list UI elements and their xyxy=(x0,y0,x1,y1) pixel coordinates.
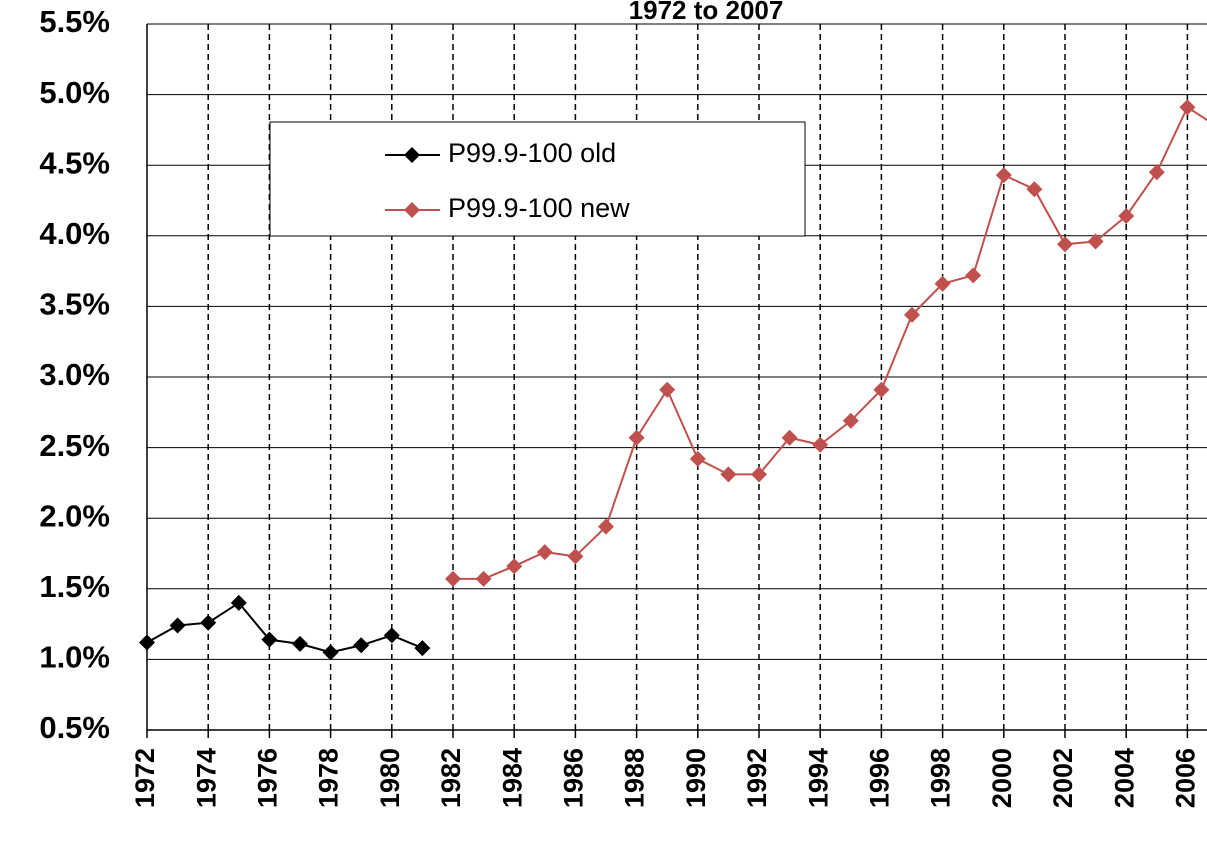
data-point xyxy=(506,558,523,575)
x-tick-label: 2004 xyxy=(1109,748,1139,808)
data-point xyxy=(322,644,339,661)
x-tick-label: 1980 xyxy=(375,748,405,808)
x-tick-label: 1978 xyxy=(314,748,344,808)
data-point xyxy=(1087,233,1104,250)
data-point xyxy=(812,436,829,453)
x-tick-label: 1986 xyxy=(559,748,589,808)
y-tick-label: 2.0% xyxy=(39,498,110,533)
data-point xyxy=(1179,99,1196,116)
x-tick-label: 1996 xyxy=(865,748,895,808)
y-tick-label: 1.0% xyxy=(39,640,110,675)
x-tick-label: 1974 xyxy=(191,748,221,808)
x-tick-label: 1998 xyxy=(926,748,956,808)
data-point xyxy=(659,381,676,398)
data-point xyxy=(598,518,614,535)
data-point xyxy=(536,544,553,561)
data-point xyxy=(169,617,186,634)
data-point xyxy=(995,167,1012,184)
data-point xyxy=(873,381,890,398)
data-point xyxy=(261,631,278,648)
legend-box xyxy=(269,121,806,237)
data-point xyxy=(230,594,247,611)
data-point xyxy=(567,548,584,565)
data-point xyxy=(1057,236,1073,253)
data-point xyxy=(445,570,461,587)
data-point xyxy=(292,635,308,652)
y-tick-label: 5.0% xyxy=(39,75,110,110)
data-point xyxy=(965,267,982,284)
data-point xyxy=(934,275,951,292)
x-tick-label: 1994 xyxy=(803,748,833,808)
data-point xyxy=(628,429,645,446)
x-tick-label: 1988 xyxy=(620,748,650,808)
data-point xyxy=(1026,181,1043,198)
data-point xyxy=(751,466,767,483)
x-tick-label: 1982 xyxy=(436,748,466,808)
y-tick-label: 0.5% xyxy=(39,710,110,745)
data-point xyxy=(781,429,798,446)
data-point xyxy=(720,466,737,483)
x-tick-label: 1990 xyxy=(681,748,711,808)
series-line xyxy=(146,601,423,654)
legend-marker xyxy=(404,147,420,163)
data-point xyxy=(1118,208,1135,225)
data-point xyxy=(139,634,155,651)
data-point xyxy=(475,570,492,587)
y-tick-label: 3.0% xyxy=(39,357,110,392)
data-point xyxy=(689,450,706,467)
data-point xyxy=(200,614,217,631)
data-point xyxy=(842,412,859,429)
x-tick-label: 1976 xyxy=(253,748,283,808)
legend-label: P99.9-100 new xyxy=(448,193,630,223)
y-tick-label: 1.5% xyxy=(39,569,110,604)
x-tick-label: 2002 xyxy=(1048,748,1078,808)
x-tick-label: 2000 xyxy=(987,748,1017,808)
x-tick-label: 1984 xyxy=(497,748,527,808)
y-tick-label: 4.0% xyxy=(39,216,110,251)
legend-label: P99.9-100 old xyxy=(448,138,616,168)
data-point xyxy=(904,306,920,323)
data-point xyxy=(353,637,370,654)
x-tick-label: 1972 xyxy=(130,748,160,808)
chart-title: 1972 to 2007 xyxy=(629,0,784,25)
y-tick-label: 5.5% xyxy=(39,4,110,39)
data-point xyxy=(414,640,431,657)
y-tick-label: 2.5% xyxy=(39,428,110,463)
data-point xyxy=(383,627,400,644)
x-tick-label: 2006 xyxy=(1171,748,1201,808)
y-tick-label: 4.5% xyxy=(39,145,110,180)
data-point xyxy=(1148,164,1165,181)
legend-marker xyxy=(404,202,420,218)
x-tick-label: 1992 xyxy=(742,748,772,808)
y-tick-label: 3.5% xyxy=(39,287,110,322)
